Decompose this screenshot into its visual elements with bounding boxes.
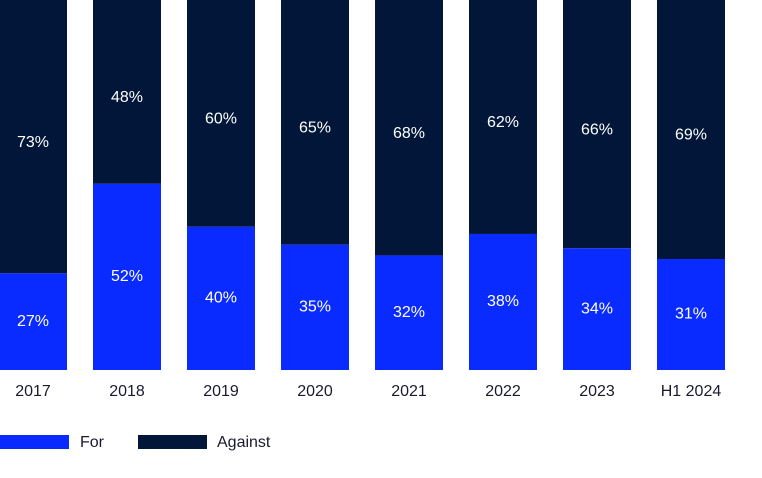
bars-group: 73% 27% 48% 52% 60% 40% 65% 35% 68% 32% 62% 38% 66% 3… bbox=[0, 0, 725, 370]
data-label-against-2023: 66% bbox=[581, 121, 613, 138]
bar-against-2018 bbox=[93, 0, 161, 184]
data-label-for-2023: 34% bbox=[581, 300, 613, 317]
bar-against-2020 bbox=[281, 0, 349, 245]
legend-swatch-against bbox=[138, 435, 207, 449]
x-tick-2018: 2018 bbox=[109, 383, 145, 400]
x-tick-2019: 2019 bbox=[203, 383, 239, 400]
data-label-against-2017: 73% bbox=[17, 134, 49, 151]
data-label-against-2018: 48% bbox=[111, 89, 143, 106]
x-tick-2020: 2020 bbox=[297, 383, 333, 400]
legend-label-for: For bbox=[80, 434, 105, 451]
bar-against-2019 bbox=[187, 0, 255, 227]
bar-for-2018 bbox=[93, 183, 161, 370]
data-label-against-2020: 65% bbox=[299, 120, 331, 137]
data-label-against-2022: 62% bbox=[487, 114, 519, 131]
bar-against-2021 bbox=[375, 0, 443, 256]
data-label-for-h1-2024: 31% bbox=[675, 306, 707, 323]
data-label-for-2019: 40% bbox=[205, 290, 237, 307]
bar-against-2017 bbox=[0, 0, 67, 274]
bar-for-2023 bbox=[563, 248, 631, 370]
data-label-against-h1-2024: 69% bbox=[675, 127, 707, 144]
data-label-for-2021: 32% bbox=[393, 304, 425, 321]
x-tick-2017: 2017 bbox=[15, 383, 51, 400]
data-label-against-2019: 60% bbox=[205, 111, 237, 128]
bar-for-2020 bbox=[281, 244, 349, 370]
bar-against-h1-2024 bbox=[657, 0, 725, 260]
legend-label-against: Against bbox=[217, 434, 271, 451]
x-tick-2021: 2021 bbox=[391, 383, 427, 400]
bar-for-2017 bbox=[0, 273, 67, 370]
data-label-for-2018: 52% bbox=[111, 268, 143, 285]
x-tick-2023: 2023 bbox=[579, 383, 615, 400]
x-axis-ticks: 2017 2018 2019 2020 2021 2022 2023 H1 2024 bbox=[15, 383, 721, 400]
x-tick-h1-2024: H1 2024 bbox=[661, 383, 722, 400]
bar-for-2019 bbox=[187, 226, 255, 370]
bar-against-2022 bbox=[469, 0, 537, 234]
data-label-for-2017: 27% bbox=[17, 313, 49, 330]
bar-against-2023 bbox=[563, 0, 631, 249]
bar-for-2022 bbox=[469, 233, 537, 370]
data-label-for-2022: 38% bbox=[487, 293, 519, 310]
data-label-for-2020: 35% bbox=[299, 299, 331, 316]
x-tick-2022: 2022 bbox=[485, 383, 521, 400]
data-label-against-2021: 68% bbox=[393, 125, 425, 142]
bar-for-2021 bbox=[375, 255, 443, 370]
legend-swatch-for bbox=[0, 435, 69, 449]
legend: For Against bbox=[0, 434, 271, 451]
bar-for-h1-2024 bbox=[657, 259, 725, 370]
